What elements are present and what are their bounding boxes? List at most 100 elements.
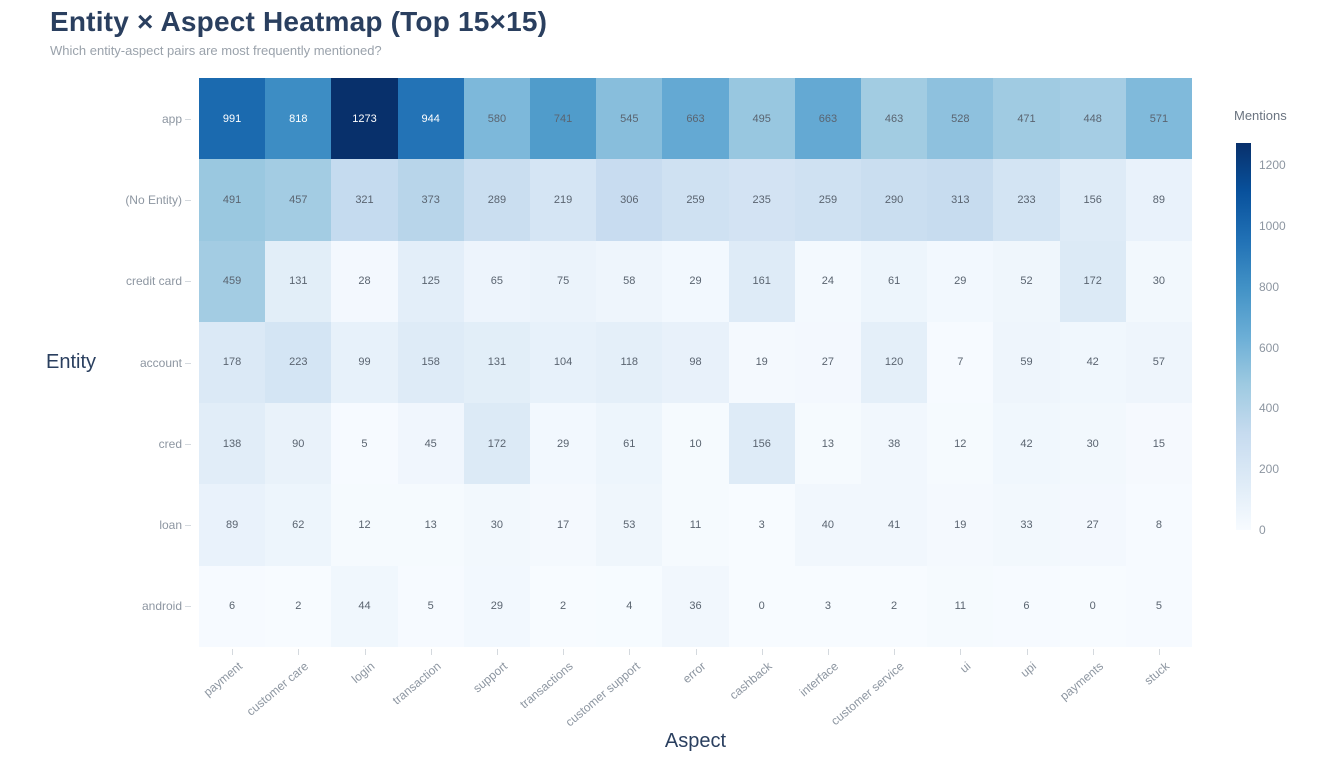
heatmap-cell[interactable]: 0: [1059, 565, 1126, 647]
heatmap-cell[interactable]: 313: [927, 159, 994, 241]
heatmap-cell[interactable]: 233: [993, 159, 1060, 241]
heatmap-cell[interactable]: 131: [265, 240, 332, 322]
heatmap-cell[interactable]: 1273: [331, 78, 398, 160]
heatmap-cell[interactable]: 29: [662, 240, 729, 322]
heatmap-cell[interactable]: 30: [1059, 403, 1126, 485]
heatmap-cell[interactable]: 33: [993, 484, 1060, 566]
heatmap-cell[interactable]: 5: [331, 403, 398, 485]
heatmap-cell[interactable]: 19: [927, 484, 994, 566]
heatmap-cell[interactable]: 58: [596, 240, 663, 322]
heatmap-cell[interactable]: 495: [728, 78, 795, 160]
heatmap-cell[interactable]: 219: [529, 159, 597, 241]
heatmap-cell[interactable]: 571: [1125, 78, 1192, 160]
heatmap-cell[interactable]: 545: [596, 78, 663, 160]
heatmap-cell[interactable]: 457: [265, 159, 332, 241]
heatmap-cell[interactable]: 471: [993, 78, 1060, 160]
heatmap-cell[interactable]: 156: [728, 403, 795, 485]
heatmap-cell[interactable]: 29: [529, 403, 597, 485]
heatmap-cell[interactable]: 131: [463, 321, 530, 404]
heatmap-cell[interactable]: 24: [794, 240, 861, 322]
heatmap-cell[interactable]: 491: [199, 159, 266, 241]
heatmap-cell[interactable]: 6: [199, 565, 266, 647]
heatmap-cell[interactable]: 373: [397, 159, 464, 241]
heatmap-cell[interactable]: 104: [529, 321, 597, 404]
heatmap-cell[interactable]: 5: [397, 565, 464, 647]
heatmap-cell[interactable]: 528: [927, 78, 994, 160]
heatmap-cell[interactable]: 38: [860, 403, 928, 485]
heatmap-cell[interactable]: 13: [794, 403, 861, 485]
heatmap-cell[interactable]: 42: [993, 403, 1060, 485]
heatmap-cell[interactable]: 463: [860, 78, 928, 160]
heatmap-cell[interactable]: 289: [463, 159, 530, 241]
heatmap-cell[interactable]: 580: [463, 78, 530, 160]
heatmap-cell[interactable]: 125: [397, 240, 464, 322]
heatmap-cell[interactable]: 321: [331, 159, 398, 241]
heatmap-cell[interactable]: 12: [927, 403, 994, 485]
heatmap-cell[interactable]: 161: [728, 240, 795, 322]
heatmap-cell[interactable]: 172: [1059, 240, 1126, 322]
heatmap-cell[interactable]: 59: [993, 321, 1060, 404]
heatmap-cell[interactable]: 8: [1125, 484, 1192, 566]
heatmap-cell[interactable]: 65: [463, 240, 530, 322]
heatmap-cell[interactable]: 89: [1125, 159, 1192, 241]
heatmap-cell[interactable]: 45: [397, 403, 464, 485]
heatmap-cell[interactable]: 40: [794, 484, 861, 566]
heatmap-cell[interactable]: 75: [529, 240, 597, 322]
heatmap-cell[interactable]: 57: [1125, 321, 1192, 404]
heatmap-cell[interactable]: 13: [397, 484, 464, 566]
heatmap-cell[interactable]: 2: [265, 565, 332, 647]
heatmap-cell[interactable]: 61: [860, 240, 928, 322]
heatmap-cell[interactable]: 663: [662, 78, 729, 160]
heatmap-cell[interactable]: 15: [1125, 403, 1192, 485]
heatmap-cell[interactable]: 818: [265, 78, 332, 160]
heatmap-cell[interactable]: 99: [331, 321, 398, 404]
heatmap-cell[interactable]: 6: [993, 565, 1060, 647]
heatmap-cell[interactable]: 259: [662, 159, 729, 241]
heatmap-cell[interactable]: 7: [927, 321, 994, 404]
heatmap-cell[interactable]: 5: [1125, 565, 1192, 647]
heatmap-cell[interactable]: 44: [331, 565, 398, 647]
heatmap-cell[interactable]: 17: [529, 484, 597, 566]
heatmap-cell[interactable]: 991: [199, 78, 266, 160]
heatmap-cell[interactable]: 3: [728, 484, 795, 566]
heatmap-cell[interactable]: 120: [860, 321, 928, 404]
heatmap-cell[interactable]: 0: [728, 565, 795, 647]
heatmap-cell[interactable]: 52: [993, 240, 1060, 322]
heatmap-cell[interactable]: 10: [662, 403, 729, 485]
heatmap-cell[interactable]: 36: [662, 565, 729, 647]
heatmap-cell[interactable]: 306: [596, 159, 663, 241]
heatmap-cell[interactable]: 118: [596, 321, 663, 404]
heatmap-cell[interactable]: 89: [199, 484, 266, 566]
heatmap-cell[interactable]: 11: [662, 484, 729, 566]
heatmap-cell[interactable]: 29: [927, 240, 994, 322]
heatmap-cell[interactable]: 223: [265, 321, 332, 404]
heatmap-cell[interactable]: 2: [860, 565, 928, 647]
heatmap-cell[interactable]: 98: [662, 321, 729, 404]
heatmap-cell[interactable]: 156: [1059, 159, 1126, 241]
heatmap-cell[interactable]: 61: [596, 403, 663, 485]
heatmap-cell[interactable]: 27: [794, 321, 861, 404]
heatmap-cell[interactable]: 53: [596, 484, 663, 566]
heatmap-cell[interactable]: 259: [794, 159, 861, 241]
heatmap-cell[interactable]: 12: [331, 484, 398, 566]
heatmap-cell[interactable]: 27: [1059, 484, 1126, 566]
heatmap-cell[interactable]: 3: [794, 565, 861, 647]
heatmap-cell[interactable]: 11: [927, 565, 994, 647]
heatmap-cell[interactable]: 172: [463, 403, 530, 485]
heatmap-cell[interactable]: 62: [265, 484, 332, 566]
heatmap-cell[interactable]: 2: [529, 565, 597, 647]
heatmap-cell[interactable]: 663: [794, 78, 861, 160]
heatmap-cell[interactable]: 448: [1059, 78, 1126, 160]
heatmap-cell[interactable]: 459: [199, 240, 266, 322]
heatmap-cell[interactable]: 19: [728, 321, 795, 404]
heatmap-cell[interactable]: 28: [331, 240, 398, 322]
heatmap-cell[interactable]: 178: [199, 321, 266, 404]
heatmap-cell[interactable]: 235: [728, 159, 795, 241]
heatmap-cell[interactable]: 42: [1059, 321, 1126, 404]
heatmap-cell[interactable]: 41: [860, 484, 928, 566]
heatmap-cell[interactable]: 158: [397, 321, 464, 404]
heatmap-cell[interactable]: 290: [860, 159, 928, 241]
heatmap-cell[interactable]: 138: [199, 403, 266, 485]
heatmap-cell[interactable]: 29: [463, 565, 530, 647]
heatmap-cell[interactable]: 4: [596, 565, 663, 647]
